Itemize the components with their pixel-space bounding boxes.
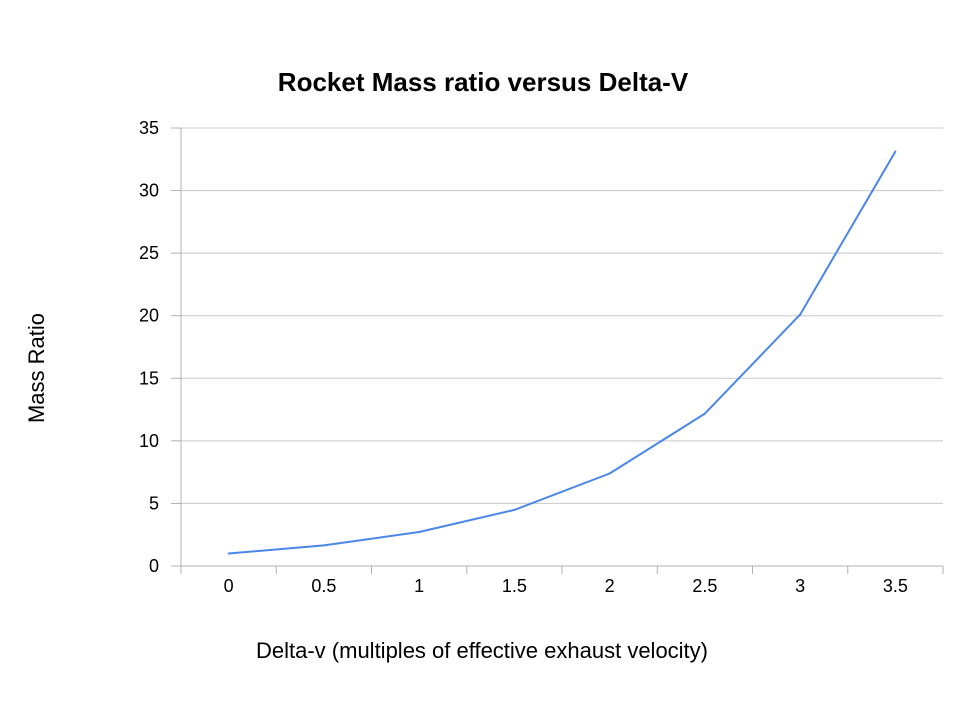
x-tick-label-5: 2.5: [692, 576, 717, 596]
data-point-0-7: [894, 150, 897, 153]
x-tick-label-6: 3: [795, 576, 805, 596]
y-axis-label: Mass Ratio: [24, 313, 49, 423]
data-point-0-1: [322, 544, 325, 547]
y-tick-labels: 0 5 10 15 20 25 30 35: [139, 118, 159, 576]
x-tick-labels: 0 0.5 1 1.5 2 2.5 3 3.5: [224, 576, 908, 596]
chart-title: Rocket Mass ratio versus Delta-V: [278, 67, 689, 97]
x-tick-label-0: 0: [224, 576, 234, 596]
y-tick-label-20: 20: [139, 306, 159, 326]
x-tick-label-4: 2: [605, 576, 615, 596]
x-tick-label-7: 3.5: [883, 576, 908, 596]
data-point-0-3: [513, 508, 516, 511]
y-tick-label-15: 15: [139, 368, 159, 388]
y-tick-label-10: 10: [139, 431, 159, 451]
y-tick-label-0: 0: [149, 556, 159, 576]
x-tick-label-2: 1: [414, 576, 424, 596]
x-axis-label: Delta-v (multiples of effective exhaust …: [256, 638, 708, 663]
data-point-0-4: [608, 472, 611, 475]
x-tick-label-3: 1.5: [502, 576, 527, 596]
data-point-0-0: [227, 552, 230, 555]
data-point-0-6: [799, 313, 802, 316]
y-tick-label-25: 25: [139, 243, 159, 263]
series-line-0: [228, 150, 897, 555]
y-tick-label-35: 35: [139, 118, 159, 138]
x-tick-label-1: 0.5: [311, 576, 336, 596]
data-point-0-5: [703, 412, 706, 415]
axes: [171, 127, 944, 574]
grid-lines: [181, 127, 943, 504]
y-tick-label-30: 30: [139, 181, 159, 201]
y-tick-label-5: 5: [149, 493, 159, 513]
data-point-0-2: [418, 530, 421, 533]
series-layer: [227, 150, 897, 555]
